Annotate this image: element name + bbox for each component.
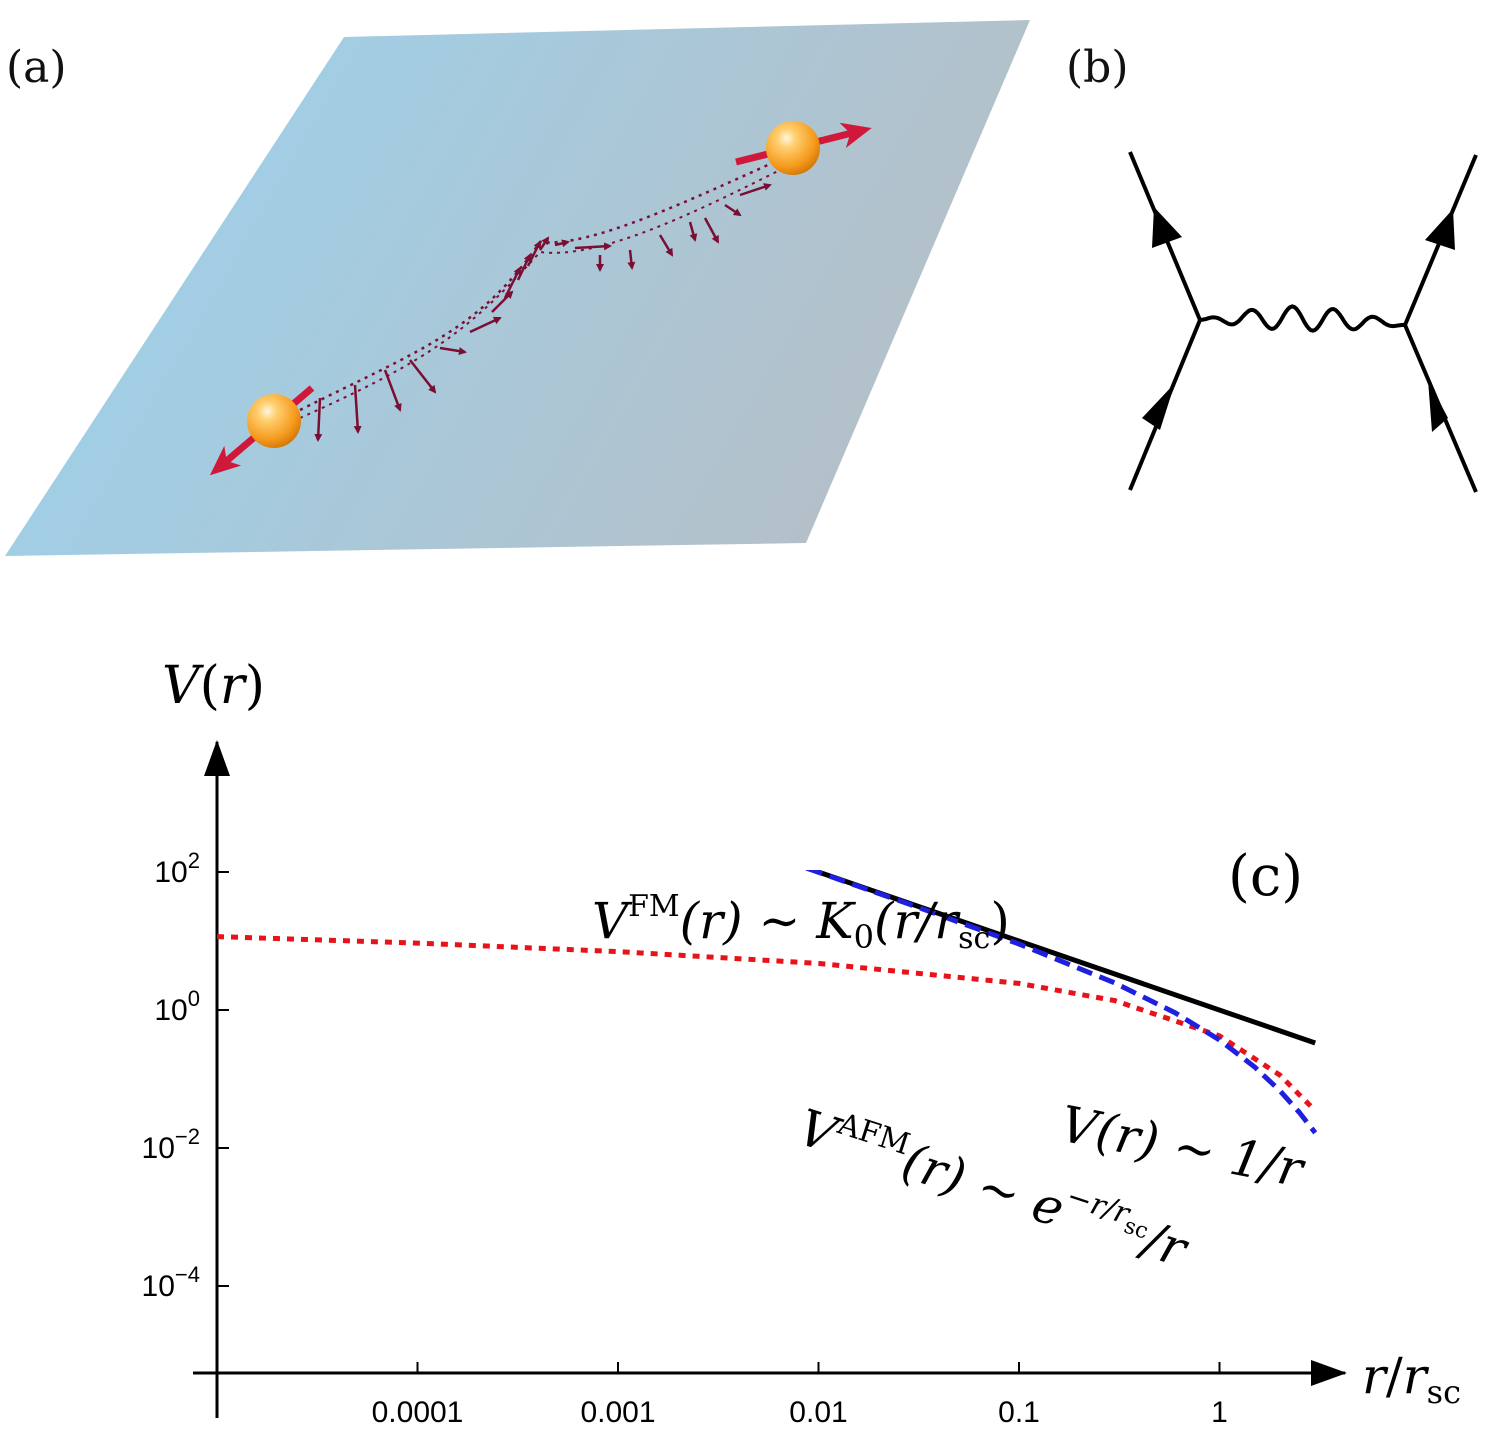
spin-arrow [314,397,323,442]
y-tick-label: 100 [154,986,200,1027]
x-axis-label: r/rsc [1362,1347,1461,1411]
spin-arrows [314,183,772,442]
x-tick-label: 0.0001 [372,1396,464,1429]
arrowhead-left-lower [1142,383,1175,430]
spin-arrow [503,266,522,299]
fm-annotation: VFM(r) ∼ K0(r/rsc) [592,889,1010,956]
spin-arrow [469,316,502,334]
spin-arrow [739,183,772,197]
y-tick-label: 102 [154,848,200,889]
arrowhead-right-upper [1425,209,1455,250]
arrowhead-left-upper [1152,207,1182,248]
axis-ticks: 0.0001 0.001 0.01 0.1 1 102 100 10−2 10−4 [142,848,1228,1429]
feynman-diagram [1128,151,1478,493]
panel-label-b: (b) [1066,42,1129,93]
y-axis-label: V(r) [162,656,265,716]
spin-arrow [491,290,514,313]
panel-label-c: (c) [1228,844,1303,909]
spin-arrow [627,249,636,270]
spin-arrow [658,234,674,257]
chart-series [217,870,1318,1135]
spin-arrow [353,384,362,434]
left-particle [247,394,301,448]
feynman-arrowheads [1142,207,1455,432]
spin-arrow [724,203,742,217]
spin-arrow [554,239,570,248]
panel-label-a: (a) [6,42,67,93]
spin-arrow [383,369,402,412]
inverse-annotation: V(r) ∼ 1/r [1056,1095,1311,1199]
y-tick-label: 10−4 [142,1262,200,1303]
series-fm-line [217,934,1317,1113]
x-tick-label: 0.01 [789,1396,847,1429]
panel-a-plane-illustration [5,20,1030,556]
spin-arrow [439,346,467,356]
spin-arrow [538,236,550,251]
y-tick-label: 10−2 [142,1124,200,1165]
x-tick-label: 0.001 [580,1396,655,1429]
x-tick-label: 1 [1211,1396,1228,1429]
plane [5,20,1030,556]
series-inverse-line [804,870,1317,1046]
arrowhead-right-lower [1428,380,1448,432]
photon-propagator [1199,304,1406,333]
spin-arrow [688,221,698,242]
spin-arrow [574,242,612,251]
spin-arrow [526,240,542,267]
x-tick-label: 0.1 [998,1396,1040,1429]
potential-chart: 0.0001 0.001 0.01 0.1 1 102 100 10−2 10−4 V(r) r… [142,656,1461,1429]
spin-arrow [409,359,437,394]
spin-arrow [703,217,720,244]
series-afm-line [804,870,1318,1135]
right-particle [766,121,820,175]
spin-arrow [516,253,532,281]
